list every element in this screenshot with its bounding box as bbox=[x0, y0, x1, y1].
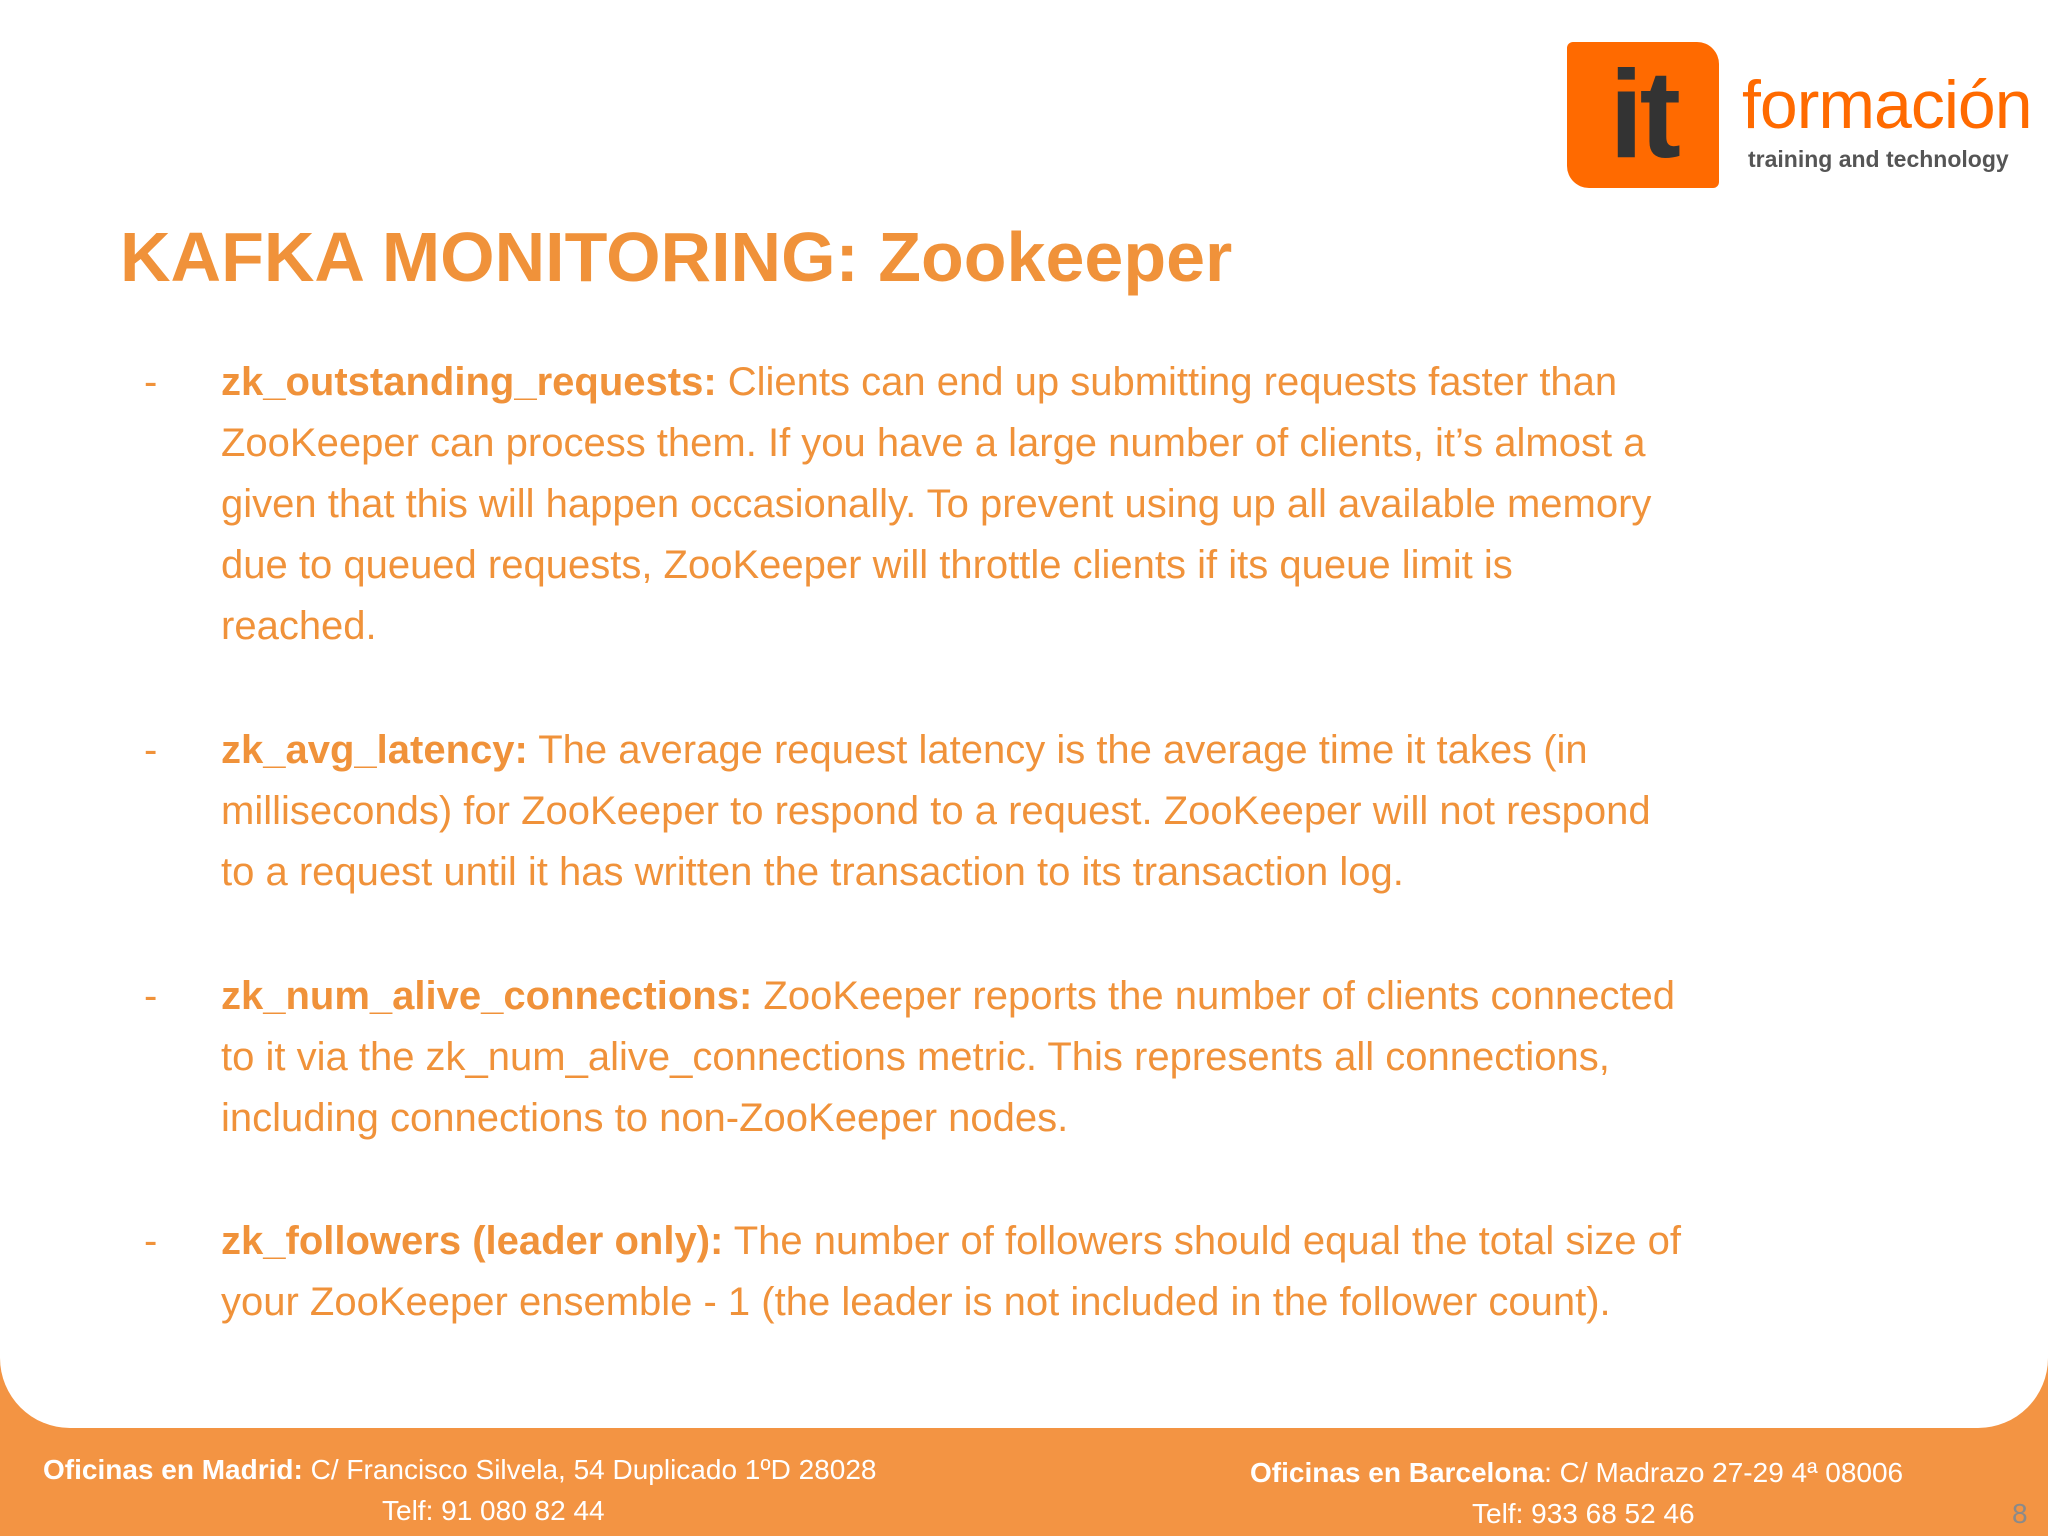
bullet-line: zk_avg_latency: The average request late… bbox=[221, 720, 1651, 781]
bullet-text: zk_outstanding_requests: Clients can end… bbox=[221, 352, 1651, 657]
bullet-line: zk_num_alive_connections: ZooKeeper repo… bbox=[221, 966, 1675, 1027]
bullet-line: given that this will happen occasionally… bbox=[221, 474, 1651, 535]
slide-number: 8 bbox=[2012, 1498, 2028, 1529]
metric-name: zk_followers (leader only): bbox=[221, 1219, 724, 1263]
bullet-line-text: milliseconds) for ZooKeeper to respond t… bbox=[221, 789, 1651, 833]
bullet-line-text: given that this will happen occasionally… bbox=[221, 482, 1652, 526]
slide-title: KAFKA MONITORING: Zookeeper bbox=[120, 218, 1233, 296]
bullet-line: your ZooKeeper ensemble - 1 (the leader … bbox=[221, 1272, 1681, 1333]
footer-madrid-address: Oficinas en Madrid: C/ Francisco Silvela… bbox=[43, 1454, 877, 1485]
bullet-line-text: including connections to non-ZooKeeper n… bbox=[221, 1096, 1069, 1140]
slide-body bbox=[0, 0, 2048, 1428]
bullet-line-text: to it via the zk_num_alive_connections m… bbox=[221, 1035, 1610, 1079]
bullet-line: zk_outstanding_requests: Clients can end… bbox=[221, 352, 1651, 413]
bullet-line-text: The average request latency is the avera… bbox=[527, 728, 1588, 772]
bullet-line-text: Clients can end up submitting requests f… bbox=[716, 360, 1618, 404]
bullet-line-text: The number of followers should equal the… bbox=[723, 1219, 1681, 1263]
footer-barcelona-phone: Telf: 933 68 52 46 bbox=[1472, 1498, 1695, 1529]
bullet-line-text: to a request until it has written the tr… bbox=[221, 850, 1404, 894]
metric-name: zk_num_alive_connections: bbox=[221, 974, 753, 1018]
bullet-marker: - bbox=[144, 360, 158, 404]
metric-name: zk_outstanding_requests: bbox=[221, 360, 717, 404]
bullet-marker: - bbox=[144, 728, 158, 772]
bullet-line-text: reached. bbox=[221, 604, 377, 648]
bullet-line: ZooKeeper can process them. If you have … bbox=[221, 413, 1651, 474]
bullet-line: including connections to non-ZooKeeper n… bbox=[221, 1088, 1675, 1149]
bullet-line-text: ZooKeeper reports the number of clients … bbox=[752, 974, 1676, 1018]
logo-mark: it bbox=[1567, 42, 1719, 188]
logo-name: formación bbox=[1742, 67, 2033, 143]
footer-madrid-phone: Telf: 91 080 82 44 bbox=[382, 1495, 605, 1526]
bullet-text: zk_num_alive_connections: ZooKeeper repo… bbox=[221, 966, 1675, 1149]
bullet-line-text: your ZooKeeper ensemble - 1 (the leader … bbox=[221, 1280, 1611, 1324]
bullet-line: due to queued requests, ZooKeeper will t… bbox=[221, 535, 1651, 596]
bullet-line-text: ZooKeeper can process them. If you have … bbox=[221, 421, 1646, 465]
bullet-line: to it via the zk_num_alive_connections m… bbox=[221, 1027, 1675, 1088]
bullet-text: zk_avg_latency: The average request late… bbox=[221, 720, 1651, 903]
bullet-line: milliseconds) for ZooKeeper to respond t… bbox=[221, 781, 1651, 842]
footer-barcelona-address: Oficinas en Barcelona: C/ Madrazo 27-29 … bbox=[1250, 1457, 1904, 1488]
logo-tagline: training and technology bbox=[1748, 146, 2009, 172]
bullet-marker: - bbox=[144, 974, 158, 1018]
bullet-line: to a request until it has written the tr… bbox=[221, 842, 1651, 903]
metric-name: zk_avg_latency: bbox=[221, 728, 528, 772]
bullet-line-text: due to queued requests, ZooKeeper will t… bbox=[221, 543, 1513, 587]
bullet-text: zk_followers (leader only): The number o… bbox=[221, 1211, 1681, 1333]
bullet-marker: - bbox=[144, 1219, 158, 1263]
bullet-line: zk_followers (leader only): The number o… bbox=[221, 1211, 1681, 1272]
bullet-line: reached. bbox=[221, 596, 1651, 657]
